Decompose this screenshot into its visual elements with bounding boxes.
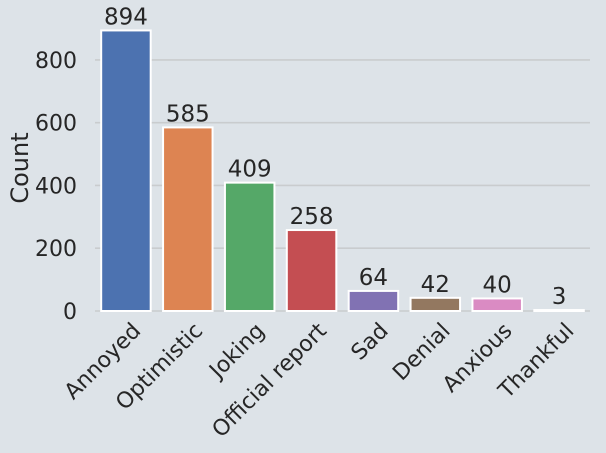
bar — [409, 296, 462, 313]
data-label: 409 — [228, 157, 272, 183]
y-axis-label: Count — [6, 132, 34, 203]
data-label: 40 — [483, 272, 512, 298]
y-tick-label: 200 — [35, 237, 77, 262]
bar — [533, 309, 585, 312]
bar — [285, 229, 338, 313]
data-label: 258 — [290, 204, 334, 230]
y-axis-ticks: 0 200 400 600 800 — [35, 49, 77, 325]
bar — [100, 29, 152, 313]
bar — [162, 126, 214, 312]
bar — [347, 289, 400, 312]
data-labels: 894 585 409 258 64 42 40 3 — [104, 4, 566, 310]
data-label: 3 — [552, 284, 567, 310]
y-tick-label: 400 — [35, 174, 77, 199]
data-label: 585 — [166, 101, 210, 127]
data-label: 42 — [421, 272, 450, 298]
bar — [223, 181, 276, 312]
y-tick-label: 0 — [63, 300, 77, 325]
data-label: 64 — [359, 265, 388, 291]
bar — [471, 297, 523, 312]
y-tick-label: 600 — [35, 112, 77, 137]
bars — [100, 29, 585, 313]
data-label: 894 — [104, 4, 148, 30]
y-tick-label: 800 — [35, 49, 77, 74]
x-tick-label: Official report — [208, 318, 332, 442]
x-tick-label: Sad — [347, 319, 394, 366]
